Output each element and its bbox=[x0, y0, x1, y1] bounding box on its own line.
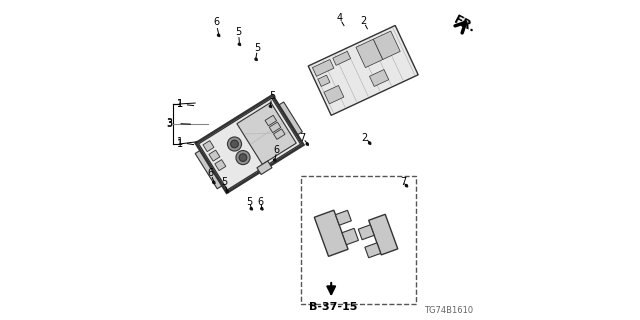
Polygon shape bbox=[314, 210, 348, 256]
Text: 2: 2 bbox=[360, 16, 366, 26]
Polygon shape bbox=[257, 161, 272, 174]
Polygon shape bbox=[324, 85, 344, 104]
Circle shape bbox=[217, 34, 220, 37]
Text: 7: 7 bbox=[400, 177, 406, 188]
Text: 4: 4 bbox=[336, 12, 342, 23]
Text: 1: 1 bbox=[177, 139, 183, 149]
Text: B-37-15: B-37-15 bbox=[308, 302, 357, 312]
Polygon shape bbox=[269, 122, 281, 132]
Text: 1: 1 bbox=[177, 99, 183, 109]
Polygon shape bbox=[273, 129, 285, 140]
Polygon shape bbox=[278, 102, 302, 135]
Text: 5: 5 bbox=[269, 91, 275, 101]
Polygon shape bbox=[333, 51, 351, 65]
Polygon shape bbox=[312, 60, 334, 76]
Text: 5: 5 bbox=[221, 177, 227, 188]
Circle shape bbox=[260, 207, 264, 210]
Circle shape bbox=[254, 58, 258, 61]
Text: 1: 1 bbox=[177, 137, 183, 148]
Circle shape bbox=[269, 105, 272, 108]
Circle shape bbox=[273, 158, 276, 162]
Text: 3: 3 bbox=[166, 119, 172, 129]
Circle shape bbox=[404, 184, 408, 187]
Polygon shape bbox=[237, 102, 296, 164]
Circle shape bbox=[236, 150, 250, 164]
Text: 6: 6 bbox=[274, 145, 280, 156]
Polygon shape bbox=[215, 160, 226, 171]
Text: 1: 1 bbox=[177, 99, 183, 109]
Polygon shape bbox=[342, 228, 358, 245]
Polygon shape bbox=[358, 225, 374, 240]
Text: TG74B1610: TG74B1610 bbox=[424, 306, 473, 315]
Circle shape bbox=[250, 207, 253, 210]
Polygon shape bbox=[308, 26, 418, 115]
Text: 5: 5 bbox=[255, 43, 260, 53]
Polygon shape bbox=[365, 243, 381, 258]
Polygon shape bbox=[265, 115, 276, 126]
Circle shape bbox=[212, 181, 216, 184]
Polygon shape bbox=[318, 75, 330, 86]
Text: 6: 6 bbox=[207, 168, 214, 178]
Polygon shape bbox=[369, 214, 398, 255]
Circle shape bbox=[225, 190, 229, 193]
Polygon shape bbox=[335, 210, 351, 225]
Polygon shape bbox=[209, 150, 220, 161]
Polygon shape bbox=[198, 98, 301, 190]
Circle shape bbox=[230, 140, 238, 148]
Circle shape bbox=[227, 137, 241, 151]
Text: 6: 6 bbox=[213, 17, 219, 28]
Circle shape bbox=[237, 43, 241, 46]
Circle shape bbox=[239, 154, 247, 161]
Text: 2: 2 bbox=[362, 132, 368, 143]
Circle shape bbox=[305, 142, 309, 146]
Text: FR.: FR. bbox=[451, 13, 477, 35]
Polygon shape bbox=[203, 140, 214, 152]
Polygon shape bbox=[369, 69, 388, 86]
Text: 5: 5 bbox=[236, 27, 241, 37]
Circle shape bbox=[368, 141, 371, 145]
Polygon shape bbox=[356, 39, 383, 68]
Text: 5: 5 bbox=[246, 196, 253, 207]
Polygon shape bbox=[373, 31, 400, 60]
Text: 7: 7 bbox=[300, 132, 305, 143]
Text: 3: 3 bbox=[166, 118, 173, 128]
Text: 6: 6 bbox=[258, 196, 264, 207]
Polygon shape bbox=[195, 150, 223, 189]
